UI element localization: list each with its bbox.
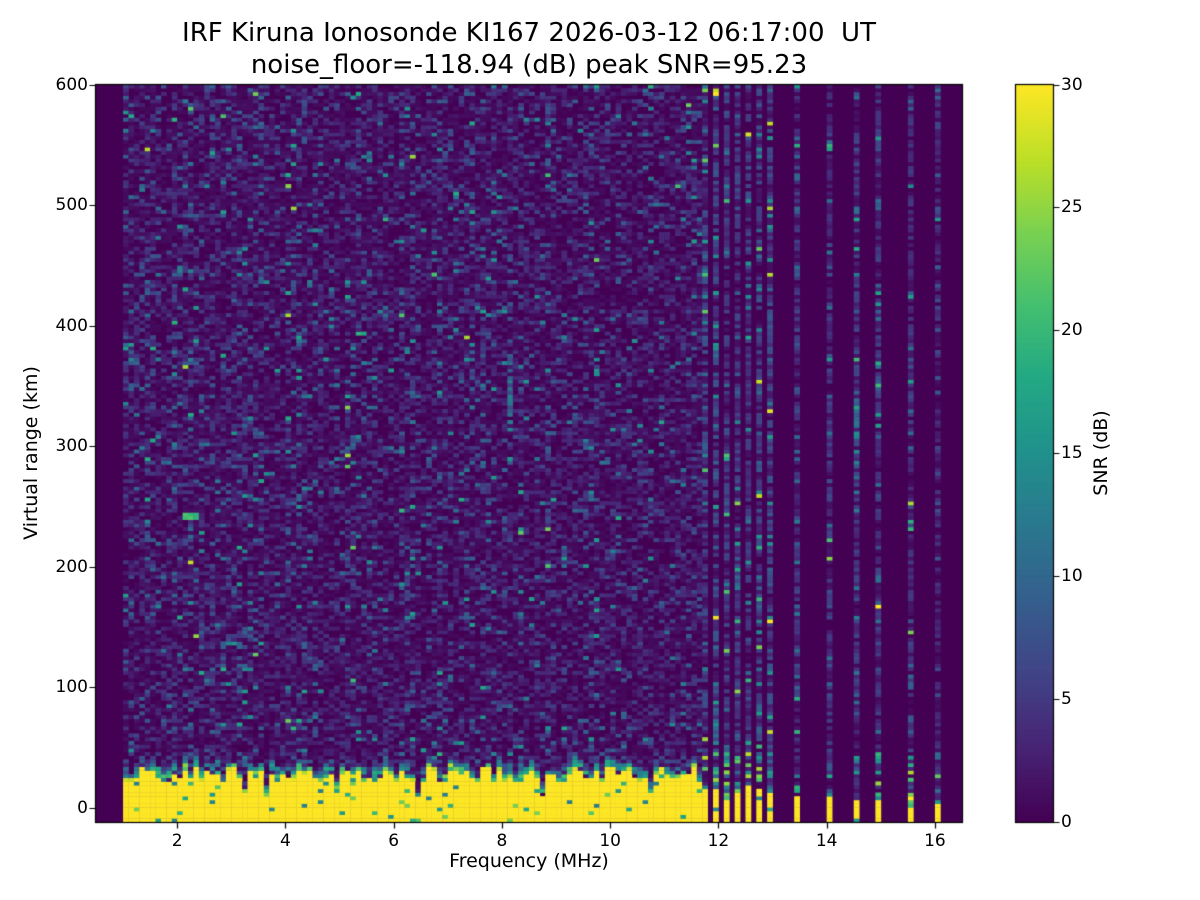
x-tick-label: 8 <box>496 831 508 851</box>
y-tick-label: 500 <box>55 195 88 215</box>
y-tick-label: 200 <box>55 556 88 577</box>
colorbar-tick-label: 20 <box>1061 320 1083 341</box>
chart-title-line1: IRF Kiruna Ionosonde KI167 2026-03-12 06… <box>182 18 876 48</box>
y-tick-label: 100 <box>55 677 88 698</box>
chart-title-line2: noise_floor=-118.94 (dB) peak SNR=95.23 <box>250 50 808 80</box>
x-tick-label: 4 <box>280 831 291 851</box>
x-tick-label: 2 <box>171 831 183 851</box>
x-tick-label: 10 <box>599 831 621 851</box>
x-tick-label: 6 <box>388 831 400 851</box>
y-tick-label: 300 <box>55 436 88 457</box>
x-axis-label: Frequency (MHz) <box>449 850 609 872</box>
y-tick-label: 600 <box>55 74 88 95</box>
x-tick-label: 12 <box>707 831 730 851</box>
colorbar-tick-label: 30 <box>1061 74 1083 95</box>
x-tick-label: 16 <box>924 831 946 851</box>
colorbar-tick-label: 5 <box>1061 689 1072 710</box>
y-tick-label: 400 <box>55 315 88 336</box>
colorbar-tick-label: 25 <box>1061 197 1083 218</box>
x-tick-label: 14 <box>815 831 838 851</box>
colorbar-tick-label: 10 <box>1061 566 1083 587</box>
colorbar-tick-label: 15 <box>1061 443 1083 464</box>
y-tick-label: 0 <box>77 797 88 818</box>
colorbar-tick-label: 0 <box>1061 812 1072 832</box>
